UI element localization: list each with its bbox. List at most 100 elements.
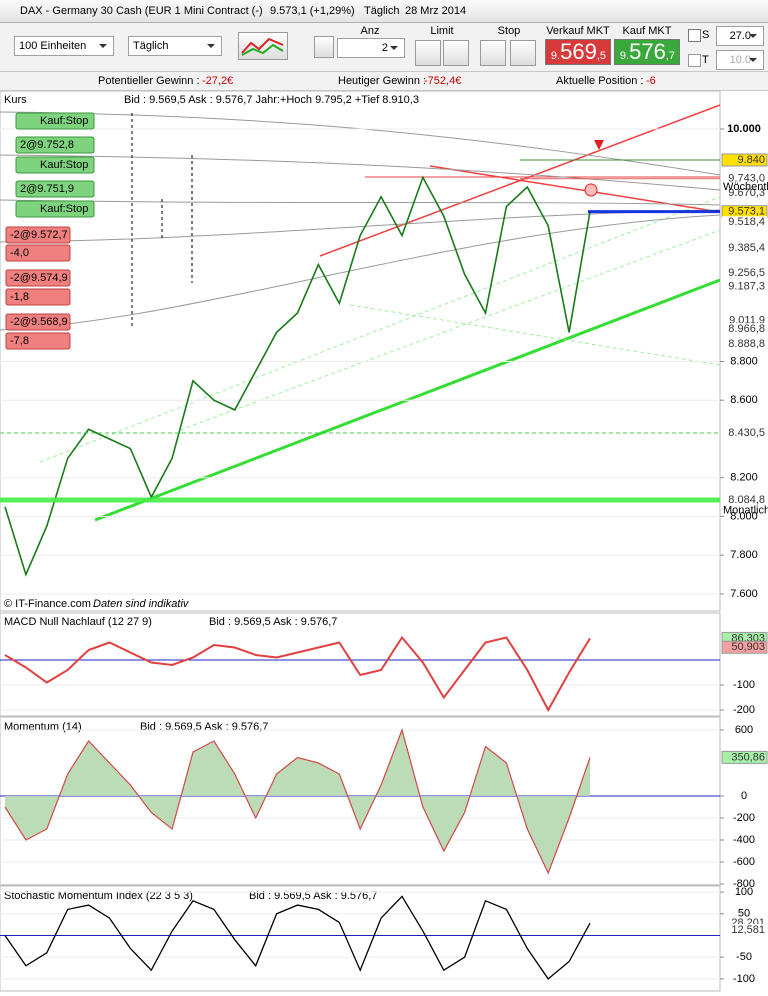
level-label: 50,903 (731, 641, 765, 653)
sell-main: 569 (560, 39, 597, 64)
level-box (722, 172, 767, 185)
level-label: 9.256,5 (728, 267, 765, 279)
order-label: Kauf:Stop (40, 159, 88, 171)
level-note: Wöchentl (723, 181, 768, 193)
qty-label: Anz (360, 25, 380, 37)
buy-suffix: ,7 (665, 50, 675, 62)
indicator-button[interactable] (238, 32, 288, 60)
order-label: Kauf:Stop (40, 115, 88, 127)
level-label: 9.670,3 (728, 187, 765, 199)
panel-info: Bid : 9.569,5 Ask : 9.576,7 Jahr:+Hoch 9… (124, 94, 419, 106)
title-bar: DAX - Germany 30 Cash (EUR 1 Mini Contra… (0, 0, 768, 23)
order-label: -2@9.568,9 (10, 316, 68, 328)
y-tick-label: 8.600 (730, 394, 758, 406)
sell-order (5, 332, 71, 350)
buy-order (15, 180, 95, 198)
order-label: -2@9.572,7 (10, 229, 68, 241)
order-label: -4,0 (10, 247, 29, 259)
level-box (722, 924, 767, 937)
y-tick-label: 7.800 (730, 549, 758, 561)
level-box (722, 323, 767, 336)
order-label: -7,8 (10, 335, 29, 347)
t-checkbox[interactable] (688, 54, 701, 67)
stochastic-frame (0, 885, 721, 992)
interval-dropdown[interactable]: Täglich (128, 36, 222, 56)
limit-sell[interactable] (443, 40, 469, 66)
panel-info: Bid : 9.569,5 Ask : 9.576,7 (140, 721, 268, 733)
level-label: 9.743,0 (728, 173, 765, 185)
sell-prefix: 9. (550, 50, 561, 62)
qty-input[interactable]: 2 (337, 38, 405, 58)
footer-brand: © IT-Finance.com (4, 598, 91, 610)
main-frame (0, 90, 721, 612)
limit-buy[interactable] (415, 40, 441, 66)
y-tick-label: 8.000 (730, 510, 758, 522)
sell-order (5, 244, 71, 262)
ma-curve (0, 154, 721, 191)
y-tick-label: 8.200 (730, 472, 758, 484)
sell-button[interactable]: 9.569,5 (545, 39, 611, 65)
level-label: 12,581 (731, 924, 765, 936)
units-dropdown[interactable]: 100 Einheiten (14, 36, 114, 56)
price-line (4, 175, 591, 577)
toolbar: 100 Einheiten Täglich Anz 2 Limit Stop V… (0, 23, 768, 72)
limit-label: Limit (430, 25, 454, 37)
y-tick-label: -200 (733, 704, 755, 716)
y-tick-label: -800 (733, 878, 755, 890)
stat-label: Aktuelle Position : (556, 75, 644, 87)
ma-curve (0, 209, 721, 243)
buy-label: Kauf MKT (622, 25, 672, 37)
y-tick-label: 7.600 (730, 588, 758, 600)
level-label: 350,86 (731, 751, 765, 763)
level-label: 8.430,5 (728, 427, 765, 439)
indicator-icon (241, 37, 284, 56)
level-box (722, 186, 767, 199)
panel-info: Bid : 9.569,5 Ask : 9.576,7 (249, 890, 377, 902)
stat-value: -752,4€ (424, 75, 462, 87)
level-box (721, 640, 768, 654)
level-box (722, 267, 767, 280)
stop-sell[interactable] (510, 40, 536, 66)
last-price: 9.573,1 (+1,29%) (270, 5, 355, 17)
macd-frame (0, 612, 721, 717)
s-input[interactable]: 27.0 (716, 26, 764, 46)
level-label: 8.966,8 (728, 323, 765, 335)
s-label: S (702, 29, 710, 41)
panel-name: MACD Null Nachlauf (12 27 9) (4, 616, 152, 628)
s-checkbox[interactable] (688, 29, 701, 42)
order-label: -1,8 (10, 291, 29, 303)
sell-label: Verkauf MKT (546, 25, 610, 37)
ma-curve (0, 214, 721, 331)
level-label: 9.518,4 (728, 216, 765, 228)
stop-buy[interactable] (480, 40, 506, 66)
tool-button[interactable] (314, 36, 334, 58)
panel-name: Stochastic Momentum Index (22 3 5 3) (4, 890, 193, 902)
level-box (722, 427, 767, 440)
level-box (722, 494, 767, 507)
y-tick-label: -50 (736, 951, 752, 963)
level-label: 8.888,8 (728, 338, 765, 350)
y-tick-label: -200 (733, 812, 755, 824)
y-tick-label: 0 (741, 790, 747, 802)
buy-order (15, 200, 95, 218)
buy-button[interactable]: 9.576,7 (614, 39, 680, 65)
level-box (722, 280, 767, 293)
y-tick-label: 10.000 (727, 123, 761, 135)
buy-order (15, 136, 95, 154)
level-box (721, 153, 768, 167)
buy-order (15, 112, 95, 130)
level-box (722, 338, 767, 351)
smi-line (4, 895, 591, 980)
buy-main: 576 (629, 39, 666, 64)
t-input[interactable]: 10.0 (716, 50, 764, 70)
level-box (722, 242, 767, 255)
panel-name: Kurs (4, 94, 27, 106)
y-tick-label: 50 (738, 908, 750, 920)
period: Täglich (364, 5, 400, 17)
instrument: DAX - Germany 30 Cash (EUR 1 Mini Contra… (20, 5, 263, 17)
stat-value: -6 (646, 75, 656, 87)
y-tick-label: -400 (733, 834, 755, 846)
ma-curve (0, 111, 721, 176)
